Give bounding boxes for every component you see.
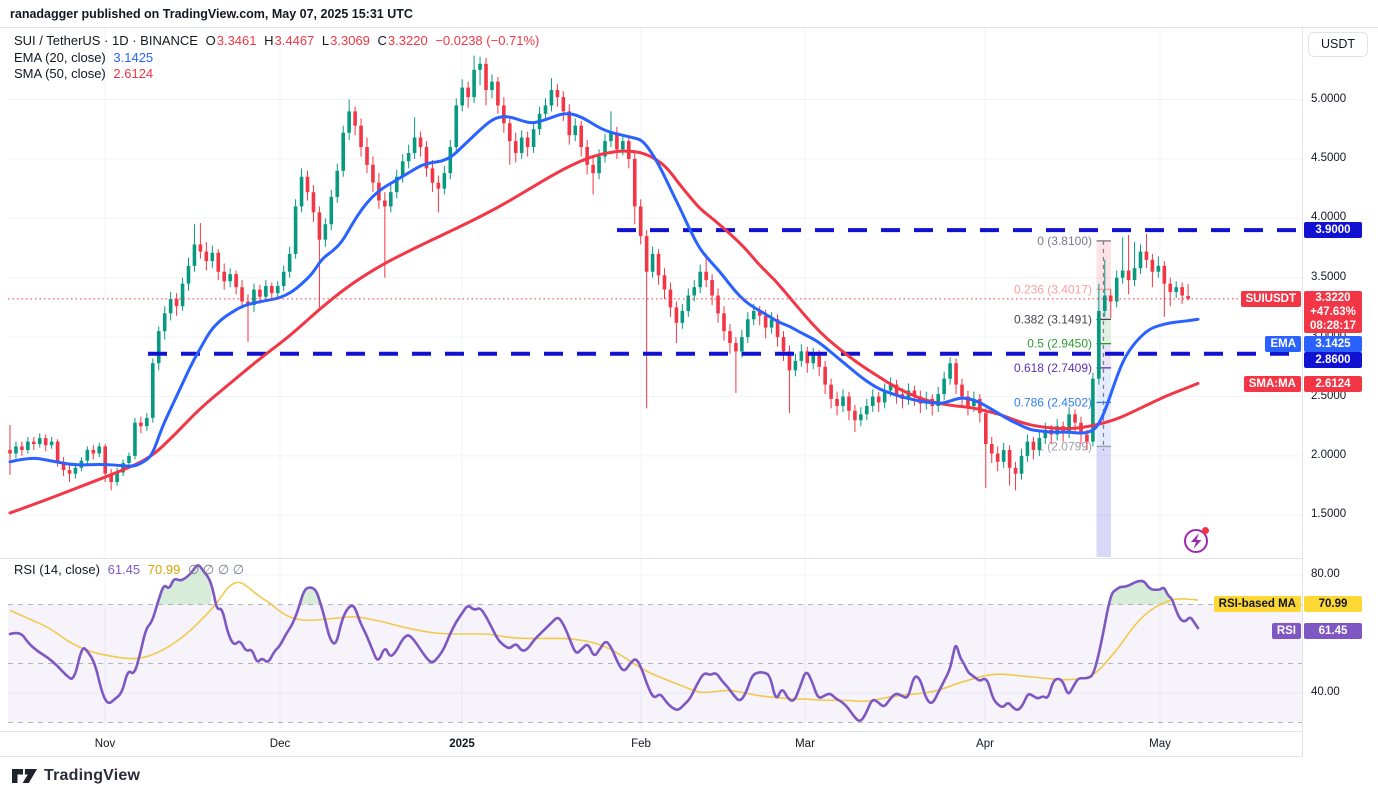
sma-50-line: [8, 149, 1200, 515]
tradingview-logo-icon: [12, 769, 37, 783]
ema-tag: EMA: [1265, 336, 1301, 352]
tradingview-attribution[interactable]: TradingView: [12, 766, 140, 786]
rsi-legend[interactable]: RSI (14, close) 61.45 70.99 ∅ ∅ ∅ ∅: [14, 562, 245, 577]
price-tick-label: 3.5000: [1311, 270, 1347, 283]
level-3.9-axis-tag: 3.9000: [1304, 222, 1362, 238]
sma-legend-value: 2.6124: [113, 66, 154, 81]
rsi-ma-value-axis-tag: 70.99: [1304, 596, 1362, 612]
pane-separator[interactable]: [0, 558, 1302, 559]
sma-legend[interactable]: SMA (50, close) 2.6124: [14, 66, 154, 81]
symbol-title: SUI / TetherUS · 1D · BINANCE: [14, 33, 198, 48]
price-tick-label: 1.5000: [1311, 508, 1347, 521]
time-tick-dec: Dec: [269, 738, 291, 750]
rsi-legend-value: 61.45: [107, 562, 141, 577]
open-value: 3.3461: [216, 33, 257, 48]
ema-legend-value: 3.1425: [113, 50, 154, 65]
lightning-action-icon[interactable]: [1184, 527, 1209, 553]
fib-level-label: 0 (3.8100): [1037, 234, 1092, 248]
rsi-band: [8, 604, 1302, 723]
ema-value-axis-tag: 3.1425: [1304, 336, 1362, 352]
currency-unit-button[interactable]: USDT: [1308, 32, 1368, 57]
gridlines: [8, 28, 1302, 731]
tradingview-logo-text: TradingView: [44, 767, 141, 784]
time-tick-2025: 2025: [449, 738, 475, 750]
sma-tag: SMA:MA: [1243, 376, 1301, 392]
ema-legend[interactable]: EMA (20, close) 3.1425: [14, 50, 154, 65]
fib-level-label: 0.618 (2.7409): [1014, 361, 1092, 375]
change-value: −0.0238 (−0.71%): [435, 33, 540, 48]
low-value: 3.3069: [330, 33, 370, 48]
fib-level-label: 0.382 (3.1491): [1014, 312, 1092, 326]
symbol-price-axis-tag: 3.3220 +47.63% 08:28:17: [1304, 291, 1362, 333]
fib-retracement[interactable]: 0 (3.8100) 0.236 (3.4017) 0.382 (3.1491) 0.…: [1014, 234, 1111, 557]
time-tick-apr: Apr: [976, 738, 994, 750]
candlestick-series: [8, 55, 1190, 491]
ema-20-line: [8, 112, 1200, 468]
price-tick-label: 4.0000: [1311, 211, 1347, 224]
high-value: 3.4467: [274, 33, 315, 48]
rsi-tick-label: 80.00: [1311, 568, 1340, 580]
fib-level-label: 0.5 (2.9450): [1027, 337, 1092, 351]
time-tick-nov: Nov: [94, 738, 116, 750]
rsi-tick-label: 40.00: [1311, 686, 1340, 698]
horizontal-level-lines[interactable]: [148, 228, 1298, 356]
level-2.86-axis-tag: 2.8600: [1304, 352, 1362, 368]
time-tick-mar: Mar: [795, 738, 815, 750]
rsi-ma-legend-value: 70.99: [147, 562, 181, 577]
rsi-value-axis-tag: 61.45: [1304, 623, 1362, 639]
rsi-ma-tag: RSI-based MA: [1213, 596, 1301, 612]
symbol-tag: SUIUSDT: [1240, 291, 1301, 307]
empty-plot-markers: ∅ ∅ ∅ ∅: [187, 562, 245, 577]
rsi-overbought-fill: [157, 563, 1172, 605]
time-axis[interactable]: Nov Dec 2025 Feb Mar Apr May: [0, 731, 1378, 757]
symbol-legend[interactable]: SUI / TetherUS · 1D · BINANCE O3.3461 H3…: [14, 33, 540, 48]
price-tick-label: 2.5000: [1311, 389, 1347, 402]
rsi-tag: RSI: [1271, 623, 1301, 639]
time-tick-feb: Feb: [631, 738, 651, 750]
price-tick-label: 4.5000: [1311, 151, 1347, 164]
price-tick-label: 5.0000: [1311, 92, 1347, 105]
sma-value-axis-tag: 2.6124: [1304, 376, 1362, 392]
fib-level-label: 0.786 (2.4502): [1014, 395, 1092, 409]
rsi-line: [8, 564, 1200, 723]
published-attribution: ranadagger published on TradingView.com,…: [0, 0, 1378, 28]
fib-level-label: 0.236 (3.4017): [1014, 282, 1092, 296]
close-value: 3.3220: [387, 33, 428, 48]
time-tick-may: May: [1149, 738, 1171, 750]
price-tick-label: 2.0000: [1311, 448, 1347, 461]
price-axis[interactable]: USDT 5.00004.50004.00003.50003.00002.500…: [1302, 28, 1378, 757]
